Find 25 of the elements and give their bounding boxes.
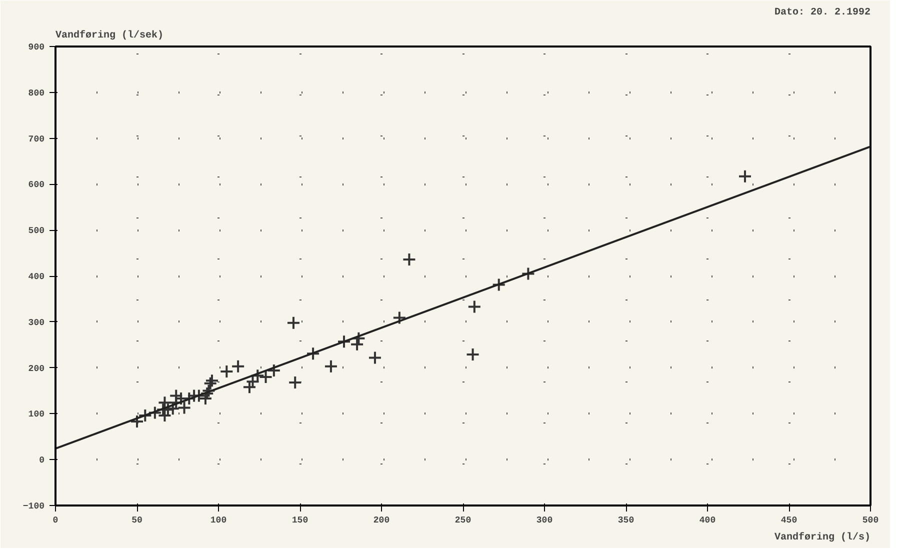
y-tick-label: 800 (28, 88, 44, 98)
y-tick-label: 600 (28, 180, 44, 190)
x-tick-label: 250 (454, 516, 472, 526)
x-axis-title: Vandføring (l/s) (774, 532, 870, 544)
y-tick-label: 300 (28, 318, 44, 328)
y-axis-title: Vandføring (l/sek) (56, 30, 164, 42)
y-tick-label: 900 (28, 42, 44, 52)
y-tick-label: −100 (22, 502, 45, 512)
x-tick-label: 150 (292, 516, 308, 526)
x-tick-label: 500 (862, 516, 879, 526)
x-tick-label: 300 (536, 516, 553, 526)
x-tick-label: 350 (618, 516, 634, 526)
y-tick-label: 200 (28, 364, 44, 374)
y-tick-label: 400 (28, 272, 44, 282)
text: Dato: 20. 2.1992 (774, 8, 870, 18)
x-tick-label: 50 (132, 516, 142, 526)
x-tick-label: 100 (210, 516, 227, 526)
x-tick-label: 400 (699, 516, 716, 526)
y-tick-label: 700 (28, 134, 44, 144)
x-tick-label: 0 (52, 516, 58, 526)
y-tick-label: 0 (39, 456, 45, 466)
y-tick-label: 500 (28, 226, 44, 236)
x-tick-label: 450 (780, 516, 798, 526)
x-tick-label: 200 (373, 516, 390, 526)
y-tick-label: 100 (28, 410, 44, 420)
